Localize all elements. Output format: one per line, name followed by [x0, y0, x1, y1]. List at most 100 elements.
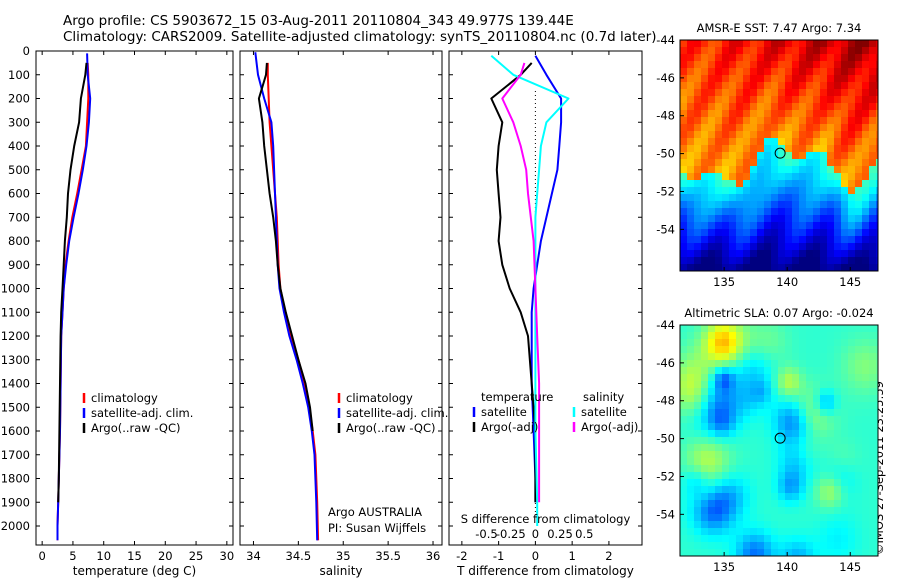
sst-map-cell — [785, 215, 792, 222]
sst-map-cell — [729, 47, 736, 54]
sst-map-cell — [855, 166, 862, 173]
sst-map-cell — [701, 229, 708, 236]
sst-map-cell — [722, 229, 729, 236]
sla-map-cell — [736, 325, 743, 332]
sst-map-cell — [792, 103, 799, 110]
sst-map-cell — [855, 110, 862, 117]
sla-map-cell — [806, 500, 813, 507]
sst-map-cell — [687, 117, 694, 124]
sst-map-cell — [820, 215, 827, 222]
sla-map-cell — [743, 388, 750, 395]
sst-map-cell — [827, 180, 834, 187]
sla-map-cell — [757, 507, 764, 514]
sst-map-cell — [827, 257, 834, 264]
sst-map-cell — [701, 250, 708, 257]
sla-map-cell — [750, 465, 757, 472]
sst-map-cell — [862, 194, 869, 201]
sla-map-cell — [834, 409, 841, 416]
sla-map-cell — [750, 388, 757, 395]
sla-map-cell — [715, 339, 722, 346]
sst-map-cell — [687, 208, 694, 215]
sst-map-cell — [743, 243, 750, 250]
sla-map-cell — [785, 451, 792, 458]
sla-map-cell — [869, 521, 876, 528]
sla-map-cell — [722, 472, 729, 479]
sst-map-cell — [841, 61, 848, 68]
sst-map-cell — [701, 194, 708, 201]
sla-map-cell — [806, 374, 813, 381]
sst-map-cell — [708, 40, 715, 47]
sst-map-cell — [820, 138, 827, 145]
sst-map-cell — [701, 110, 708, 117]
sst-map-cell — [764, 54, 771, 61]
sla-map-cell — [757, 430, 764, 437]
sla-map-cell — [701, 451, 708, 458]
sst-map-cell — [743, 145, 750, 152]
sla-map-cell — [869, 388, 876, 395]
sst-map-cell — [841, 54, 848, 61]
sla-map-cell — [701, 542, 708, 549]
sla-map-cell — [778, 500, 785, 507]
sst-map-cell — [680, 82, 687, 89]
sst-map-cell — [743, 229, 750, 236]
sst-map-cell — [792, 173, 799, 180]
sla-map-cell — [855, 486, 862, 493]
sst-map-cell — [785, 124, 792, 131]
sla-map-cell — [876, 549, 878, 556]
sla-map-cell — [722, 542, 729, 549]
sla-map-cell — [848, 493, 855, 500]
sst-map-cell — [806, 229, 813, 236]
sla-map-cell — [722, 325, 729, 332]
sst-map-cell — [743, 110, 750, 117]
sla-map-cell — [764, 409, 771, 416]
sla-map-cell — [820, 472, 827, 479]
sst-map-cell — [827, 54, 834, 61]
sla-map-cell — [855, 507, 862, 514]
sla-map-cell — [813, 388, 820, 395]
sst-map-cell — [855, 152, 862, 159]
sst-map-cell — [750, 243, 757, 250]
sla-map-cell — [743, 493, 750, 500]
sst-map-cell — [736, 208, 743, 215]
sla-map-cell — [680, 374, 687, 381]
sst-map-cell — [855, 89, 862, 96]
sst-map-cell — [722, 173, 729, 180]
temp-panel-y-tick-label: 2000 — [1, 519, 30, 533]
sla-map-cell — [680, 507, 687, 514]
sst-map-cell — [785, 194, 792, 201]
sst-map-cell — [743, 54, 750, 61]
sst-map-cell — [876, 194, 878, 201]
sla-map-cell — [750, 332, 757, 339]
sla-map-cell — [778, 514, 785, 521]
sst-map-cell — [785, 145, 792, 152]
sst-map-cell — [848, 229, 855, 236]
sst-map-cell — [799, 138, 806, 145]
sla-map-cell — [757, 416, 764, 423]
sst-map-cell — [722, 264, 729, 271]
sla-map-cell — [827, 402, 834, 409]
sla-map-cell — [750, 353, 757, 360]
sst-map-cell — [743, 194, 750, 201]
sst-map-cell — [848, 187, 855, 194]
sla-map-cell — [743, 451, 750, 458]
sla-map-cell — [827, 360, 834, 367]
sla-map-cell — [708, 444, 715, 451]
sla-map-cell — [757, 444, 764, 451]
sla-map-cell — [813, 535, 820, 542]
sla-map-cell — [876, 507, 878, 514]
sst-map-cell — [869, 152, 876, 159]
sst-map-cell — [813, 89, 820, 96]
sst-map-cell — [701, 40, 708, 47]
sst-map-cell — [785, 68, 792, 75]
sst-map-cell — [876, 236, 878, 243]
sst-map-cell — [757, 229, 764, 236]
sla-map-cell — [820, 444, 827, 451]
sst-map-cell — [806, 47, 813, 54]
sst-map-cell — [834, 201, 841, 208]
sst-map-cell — [701, 54, 708, 61]
sst-map-cell — [701, 68, 708, 75]
sla-map-cell — [694, 549, 701, 556]
sla-map-cell — [715, 423, 722, 430]
sst-map-cell — [722, 236, 729, 243]
sla-map-cell — [687, 528, 694, 535]
